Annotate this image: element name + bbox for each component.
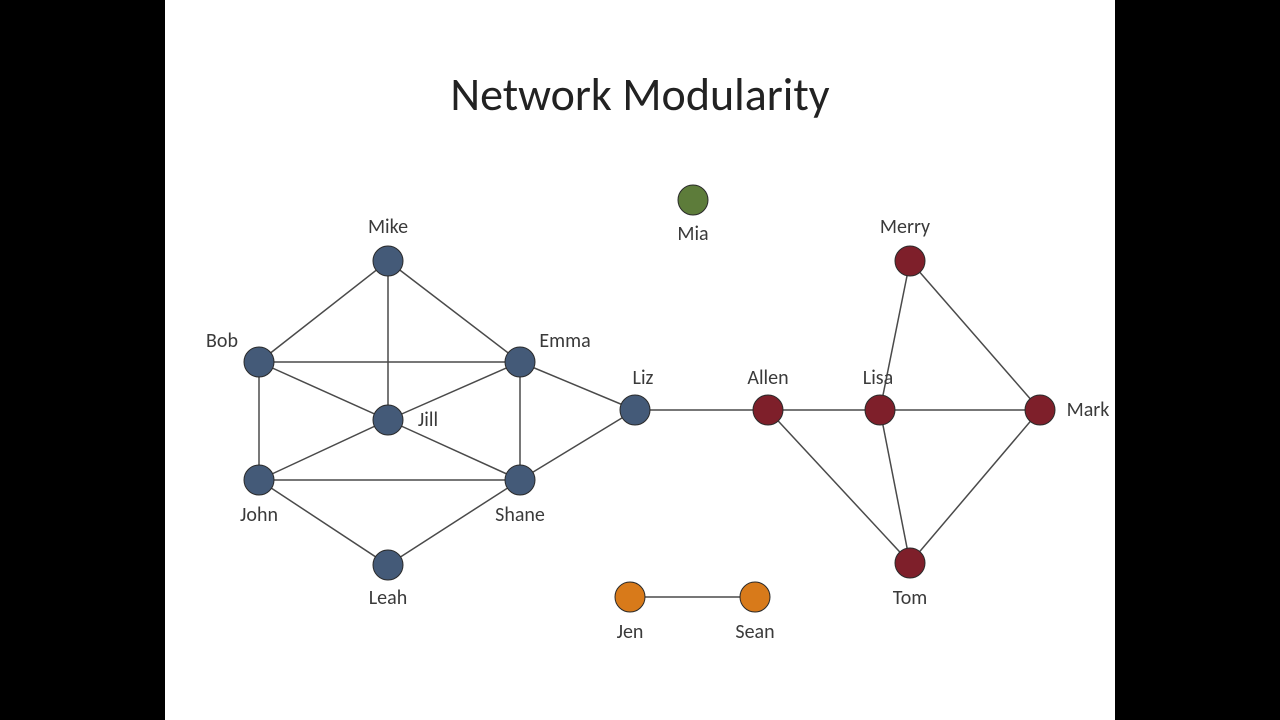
node-label-emma: Emma [539,329,590,353]
node-mark [1025,395,1055,425]
edge-bob-jill [259,362,388,420]
edge-shane-liz [520,410,635,480]
node-label-bob: Bob [206,329,238,353]
node-sean [740,582,770,612]
node-label-lisa: Lisa [863,366,893,390]
node-label-tom: Tom [893,586,928,610]
edge-emma-jill [388,362,520,420]
edge-tom-mark [910,410,1040,563]
node-emma [505,347,535,377]
node-label-allen: Allen [747,366,788,390]
edge-allen-tom [768,410,910,563]
node-label-jill: Jill [418,408,438,432]
slide: Network Modularity MikeBobEmmaJillJohnSh… [165,0,1115,720]
edge-lisa-tom [880,410,910,563]
node-liz [620,395,650,425]
node-label-liz: Liz [633,366,654,390]
node-leah [373,550,403,580]
node-merry [895,246,925,276]
node-label-john: John [240,503,278,527]
node-shane [505,465,535,495]
node-label-mark: Mark [1067,398,1110,422]
stage: Network Modularity MikeBobEmmaJillJohnSh… [0,0,1280,720]
network-svg [165,0,1115,720]
node-mike [373,246,403,276]
node-label-jen: Jen [617,620,644,644]
node-label-shane: Shane [495,503,545,527]
node-bob [244,347,274,377]
edge-jill-shane [388,420,520,480]
node-mia [678,185,708,215]
edge-mike-bob [259,261,388,362]
node-label-mike: Mike [368,215,408,239]
node-label-merry: Merry [880,215,930,239]
node-jen [615,582,645,612]
edge-jill-john [259,420,388,480]
node-john [244,465,274,495]
edge-mike-emma [388,261,520,362]
node-label-sean: Sean [735,620,774,644]
node-jill [373,405,403,435]
node-lisa [865,395,895,425]
edge-merry-mark [910,261,1040,410]
node-label-mia: Mia [677,222,708,246]
node-label-leah: Leah [369,586,407,610]
node-tom [895,548,925,578]
node-allen [753,395,783,425]
edge-emma-liz [520,362,635,410]
edge-john-leah [259,480,388,565]
